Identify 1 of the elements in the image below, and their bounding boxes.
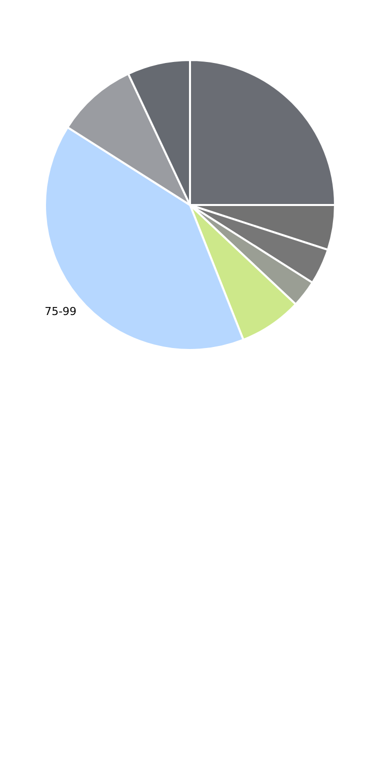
slice-label: 75-99 [44, 305, 77, 318]
